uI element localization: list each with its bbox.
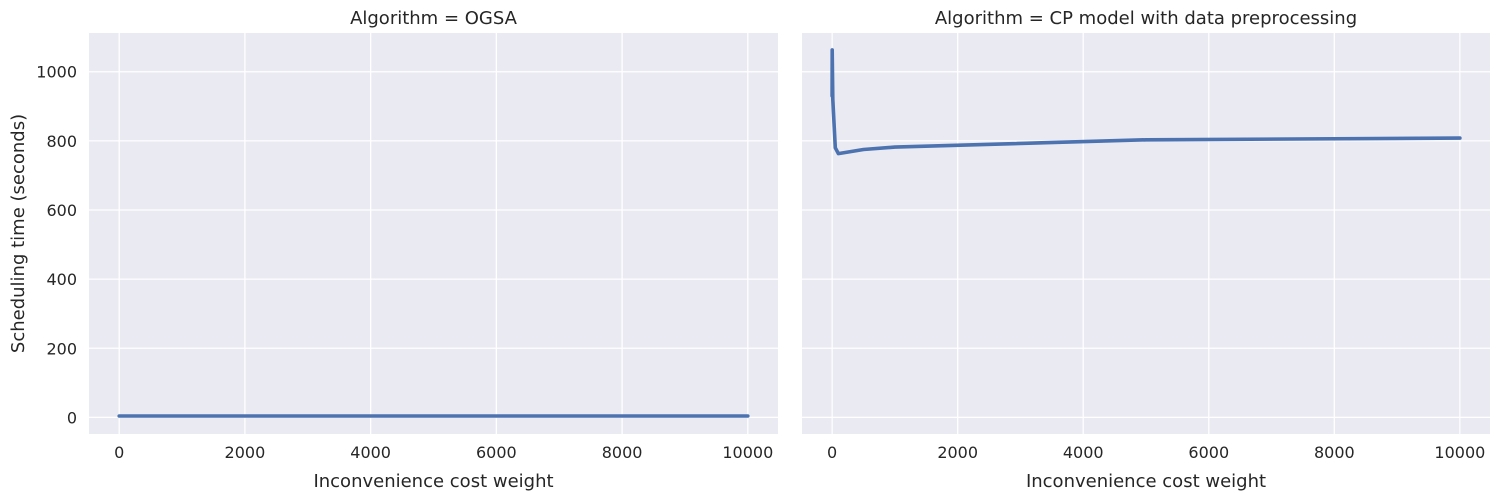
- x-tick-label: 6000: [1188, 443, 1229, 462]
- panel-title: Algorithm = CP model with data preproces…: [935, 8, 1357, 29]
- x-tick-label: 2000: [937, 443, 978, 462]
- panel-title: Algorithm = OGSA: [350, 8, 518, 29]
- y-tick-label: 800: [46, 132, 77, 151]
- panel-cp-model: 0 2000 4000 6000 8000 10000 Algorithm = CP mod…: [802, 8, 1490, 492]
- panel-ogsa: 0 2000 4000 6000 8000 10000 0 200 400 600 800 1000 A…: [8, 8, 778, 492]
- x-tick-label: 10000: [722, 443, 773, 462]
- x-tick-label: 0: [114, 443, 124, 462]
- plot-area: [89, 33, 778, 434]
- x-axis-label: Inconvenience cost weight: [1026, 471, 1266, 492]
- y-axis-label: Scheduling time (seconds): [8, 114, 29, 353]
- series-line: [830, 48, 1462, 156]
- y-tick-label: 400: [46, 270, 77, 289]
- x-tick-label: 2000: [225, 443, 266, 462]
- x-tick-label: 8000: [602, 443, 643, 462]
- x-tick-label: 4000: [350, 443, 391, 462]
- y-tick-label: 0: [67, 408, 77, 427]
- y-tick-label: 1000: [36, 63, 77, 82]
- x-tick-label: 10000: [1434, 443, 1485, 462]
- x-tick-label: 6000: [476, 443, 517, 462]
- x-tick-label: 0: [827, 443, 837, 462]
- x-tick-label: 8000: [1314, 443, 1355, 462]
- x-tick-label: 4000: [1063, 443, 1104, 462]
- x-axis-label: Inconvenience cost weight: [313, 471, 553, 492]
- y-tick-label: 200: [46, 339, 77, 358]
- y-tick-label: 600: [46, 201, 77, 220]
- plot-area: [802, 33, 1490, 434]
